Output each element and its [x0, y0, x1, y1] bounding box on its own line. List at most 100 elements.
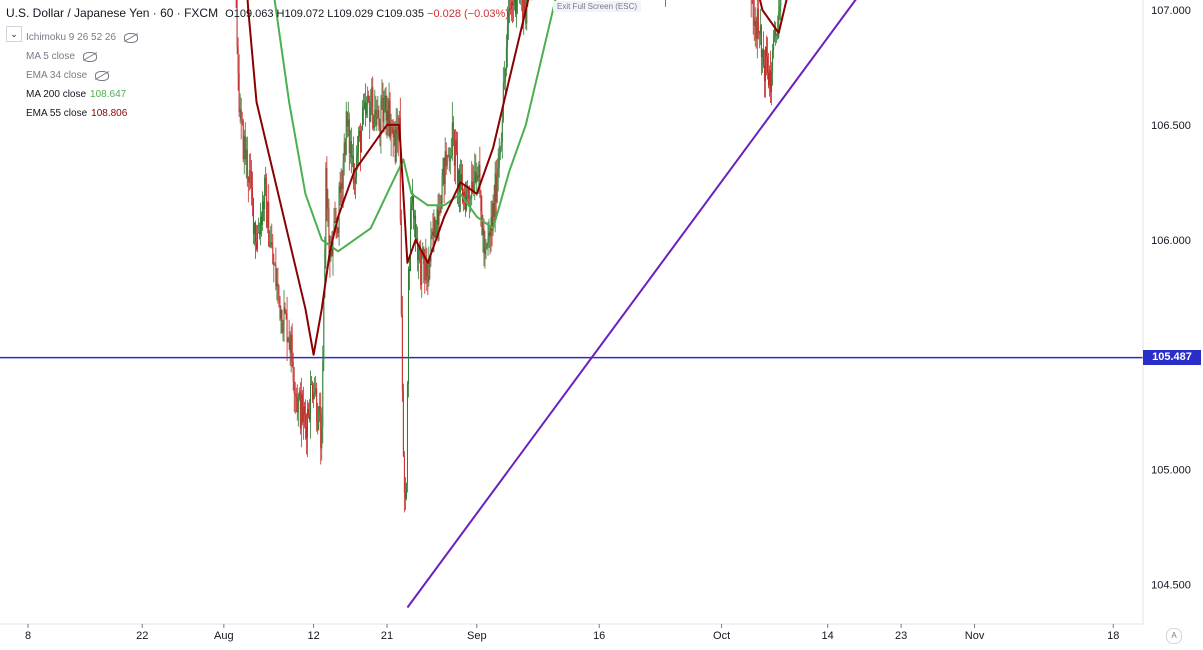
- candle-body: [269, 244, 271, 247]
- candle-body: [479, 164, 481, 191]
- candle-body: [377, 110, 379, 118]
- ma200-line: [273, 0, 557, 253]
- candle-body: [447, 154, 449, 156]
- candle-body: [306, 408, 308, 438]
- candle-body: [481, 211, 483, 235]
- candle-body: [320, 413, 322, 449]
- candle-body: [420, 250, 422, 285]
- candle-body: [341, 183, 343, 190]
- candle-body: [431, 231, 433, 236]
- candle-body: [515, 0, 517, 14]
- candle-body: [298, 391, 300, 398]
- candle-body: [478, 164, 480, 178]
- candle-body: [757, 8, 759, 34]
- candle-body: [255, 242, 257, 250]
- hidden-eye-icon[interactable]: [82, 51, 97, 62]
- candle-body: [437, 209, 439, 225]
- candle-body: [466, 190, 468, 211]
- candle-body: [301, 394, 303, 423]
- candle-body: [526, 0, 528, 24]
- candle-body: [364, 102, 366, 108]
- candle-body: [323, 296, 325, 361]
- indicator-ma5[interactable]: MA 5 close: [26, 47, 138, 66]
- candle-body: [244, 135, 246, 160]
- indicator-ema34[interactable]: EMA 34 close: [26, 66, 138, 85]
- indicator-ema55[interactable]: EMA 55 close 108.806: [26, 104, 138, 123]
- candle-body: [246, 149, 248, 177]
- candle-body: [236, 0, 238, 47]
- symbol-title[interactable]: U.S. Dollar / Japanese Yen · 60 · FXCM: [6, 6, 219, 20]
- candle-body: [313, 393, 315, 400]
- candle-body: [510, 2, 512, 10]
- candle-body: [468, 188, 470, 199]
- candle-body: [488, 232, 490, 238]
- exit-fullscreen-button[interactable]: Exit Full Screen (ESC): [553, 1, 642, 12]
- candle-body: [316, 388, 318, 422]
- candle-body: [369, 100, 371, 122]
- candle-body: [257, 233, 258, 250]
- time-tick-label: Aug: [214, 630, 234, 642]
- collapse-legend-chevron-icon[interactable]: ⌄: [6, 26, 22, 42]
- candle-body: [451, 122, 453, 156]
- candle-body: [270, 242, 272, 245]
- candle-body: [360, 130, 362, 153]
- candle-body: [443, 158, 445, 184]
- candle-body: [253, 222, 255, 235]
- candle-body: [480, 190, 482, 212]
- candle-body: [775, 27, 777, 36]
- candle-body: [277, 282, 279, 286]
- candle-body: [753, 17, 755, 26]
- candle-body: [237, 46, 239, 74]
- candle-body: [259, 232, 261, 235]
- candle-body: [336, 226, 338, 228]
- candle-body: [495, 173, 497, 203]
- candle-body: [433, 217, 435, 237]
- candle-body: [332, 234, 334, 256]
- candle-body: [513, 3, 515, 6]
- candle-body: [293, 380, 295, 394]
- candle-body: [384, 95, 386, 109]
- candle-body: [284, 307, 286, 313]
- candle-body: [396, 127, 398, 134]
- price-tag: 105.487: [1143, 350, 1201, 366]
- candle-body: [328, 208, 330, 248]
- candle-body: [770, 69, 772, 92]
- candle-body: [241, 119, 243, 121]
- candle-body: [287, 338, 289, 343]
- candle-body: [412, 194, 414, 205]
- candle-body: [421, 249, 423, 285]
- candlesticks: [235, 0, 787, 513]
- candle-body: [404, 492, 406, 499]
- candle-body: [440, 208, 442, 213]
- candle-body: [462, 183, 464, 202]
- indicator-ichimoku[interactable]: Ichimoku 9 26 52 26: [26, 28, 139, 47]
- candle-body: [352, 155, 354, 183]
- candle-body: [395, 127, 397, 162]
- candle-body: [780, 0, 782, 6]
- hidden-eye-icon[interactable]: [124, 32, 139, 43]
- indicator-ma200[interactable]: MA 200 close 108.647: [26, 85, 138, 104]
- candle-body: [274, 264, 276, 266]
- auto-scale-button[interactable]: A: [1166, 628, 1182, 644]
- price-axis: 104.500105.000105.500106.000106.500107.0…: [1151, 5, 1191, 592]
- candle-body: [267, 202, 269, 228]
- time-tick-label: 14: [822, 630, 834, 642]
- candle-body: [302, 406, 304, 423]
- price-tick-label: 107.000: [1151, 5, 1191, 17]
- candle-body: [387, 110, 389, 127]
- candle-body: [394, 130, 396, 162]
- candle-body: [476, 175, 478, 182]
- hidden-eye-icon[interactable]: [95, 70, 110, 81]
- candle-body: [385, 95, 387, 121]
- time-tick-label: 8: [25, 630, 31, 642]
- candle-body: [482, 228, 484, 235]
- candle-body: [240, 108, 242, 120]
- candle-body: [774, 27, 776, 38]
- candle-body: [769, 69, 771, 86]
- candle-body: [393, 130, 395, 138]
- price-tick-label: 106.500: [1151, 120, 1191, 132]
- candle-body: [764, 46, 766, 82]
- candle-body: [268, 202, 270, 247]
- candle-body: [386, 110, 388, 121]
